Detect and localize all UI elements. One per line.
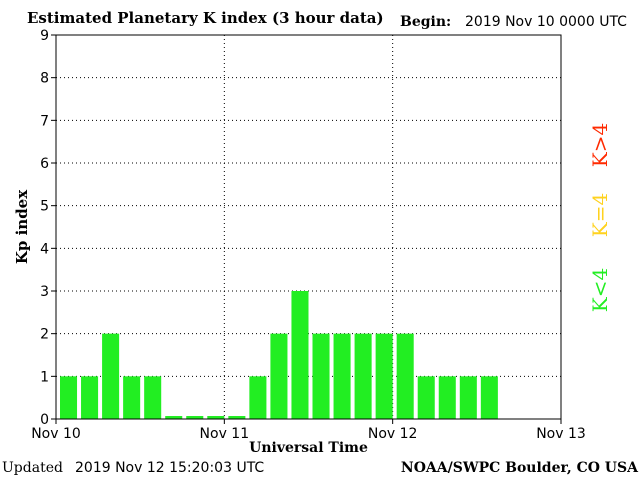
kp-bar xyxy=(102,333,120,419)
kp-bar xyxy=(186,416,204,419)
kp-bar xyxy=(291,291,309,419)
x-tick-label: Nov 13 xyxy=(536,426,586,442)
kp-bar xyxy=(375,333,393,419)
y-tick-label: 2 xyxy=(40,327,49,343)
source-credit: NOAA/SWPC Boulder, CO USA xyxy=(400,460,638,476)
kp-bar xyxy=(207,416,225,419)
legend-entry: K<4 xyxy=(588,268,612,312)
kp-bar xyxy=(81,376,99,419)
x-axis-label: Universal Time xyxy=(249,440,368,456)
y-tick-label: 3 xyxy=(40,284,49,300)
x-tick-label: Nov 10 xyxy=(31,426,81,442)
kp-bar xyxy=(459,376,477,419)
updated-label: Updated xyxy=(2,460,63,476)
kp-bar xyxy=(165,416,183,419)
begin-label: Begin: xyxy=(400,14,452,30)
x-tick-label: Nov 12 xyxy=(368,426,418,442)
kp-bar xyxy=(438,376,456,419)
legend-entry: K=4 xyxy=(588,193,612,237)
y-tick-label: 8 xyxy=(40,71,49,87)
bars xyxy=(60,291,498,419)
kp-bar xyxy=(396,333,414,419)
legend: K>4 K=4 K<4 xyxy=(588,123,612,312)
kp-bar xyxy=(417,376,435,419)
kp-bar xyxy=(270,333,288,419)
kp-bar xyxy=(228,416,246,419)
kp-bar xyxy=(60,376,78,419)
updated-timestamp: 2019 Nov 12 15:20:03 UTC xyxy=(75,460,265,476)
kp-bar xyxy=(354,333,372,419)
kp-bar xyxy=(480,376,498,419)
kp-bar xyxy=(144,376,162,419)
chart-title: Estimated Planetary K index (3 hour data… xyxy=(27,9,384,27)
legend-entry: K>4 xyxy=(588,123,612,167)
kp-bar xyxy=(249,376,267,419)
y-tick-label: 4 xyxy=(40,241,49,257)
y-tick-label: 5 xyxy=(40,199,49,215)
y-tick-label: 0 xyxy=(40,412,49,428)
x-tick-label: Nov 11 xyxy=(200,426,250,442)
y-tick-label: 9 xyxy=(40,28,49,44)
y-tick-label: 6 xyxy=(40,156,49,172)
tick-labels: 0 1 2 3 4 5 6 7 8 9 Nov 10 Nov 11 Nov 12 Nov 13 xyxy=(31,28,586,442)
plot-frame xyxy=(55,34,562,420)
y-tick-label: 1 xyxy=(40,369,49,385)
kp-bar xyxy=(312,333,330,419)
kp-bar xyxy=(333,333,351,419)
begin-date: 2019 Nov 10 0000 UTC xyxy=(465,14,627,30)
y-axis-label: Kp index xyxy=(13,189,31,264)
y-tick-label: 7 xyxy=(40,113,49,129)
kp-bar xyxy=(123,376,141,419)
